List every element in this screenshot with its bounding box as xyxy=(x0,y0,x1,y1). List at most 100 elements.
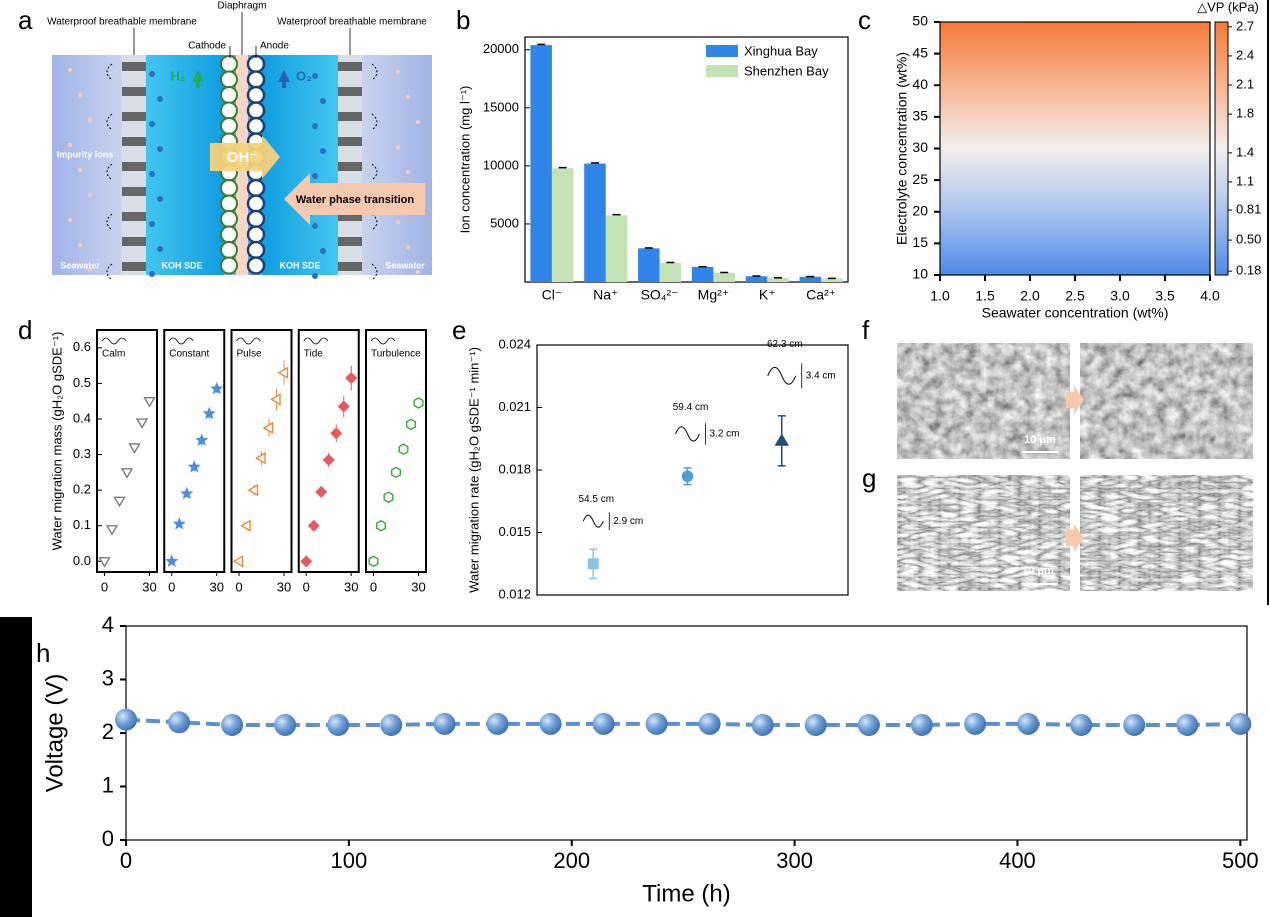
x-tick-label: 100 xyxy=(331,848,368,873)
marker xyxy=(98,557,111,568)
colorbar-tick-label: 2.7 xyxy=(1236,18,1254,33)
colorbar-tick-label: 1.1 xyxy=(1236,173,1254,188)
cathode-particle xyxy=(220,101,238,120)
data-point xyxy=(964,712,987,735)
sem-image xyxy=(1080,343,1253,459)
ion xyxy=(312,223,318,229)
x-tick-label: 3.0 xyxy=(1110,288,1130,304)
facet-title: Pulse xyxy=(237,349,262,360)
anode-particle xyxy=(246,101,266,120)
flow-arrow xyxy=(106,163,113,181)
facet-frame xyxy=(163,329,226,573)
impurity xyxy=(87,192,93,198)
marker xyxy=(105,525,119,536)
membrane-block xyxy=(338,112,362,121)
h2-arrow xyxy=(192,70,204,88)
impurity xyxy=(405,94,411,100)
y-axis-label: Water migration rate (gH₂O gSDE⁻¹ min⁻¹) xyxy=(466,347,481,593)
y-tick-label: 2 xyxy=(102,719,114,744)
diagram-label: Anode xyxy=(260,41,289,52)
impurity xyxy=(87,267,93,273)
facet-icon xyxy=(101,337,127,345)
arrow xyxy=(1066,524,1084,552)
marker xyxy=(315,485,328,498)
sem-image xyxy=(1080,475,1253,591)
wave-icon xyxy=(767,366,797,385)
y-tick-label: 35 xyxy=(912,108,928,124)
x-tick-label: 30 xyxy=(210,579,224,594)
anode-particle xyxy=(246,209,266,229)
anode-particle xyxy=(246,256,266,275)
wave-icon xyxy=(582,514,604,528)
diagram-label: Cathode xyxy=(188,41,226,52)
data-point xyxy=(910,713,933,736)
x-tick-label: 0 xyxy=(370,579,377,594)
membrane-block xyxy=(122,262,146,271)
oh-arrow xyxy=(210,135,280,179)
ion xyxy=(320,148,326,154)
y-axis-label: Water migration mass (gH₂O gSDE⁻¹) xyxy=(49,332,64,551)
marker xyxy=(587,558,599,570)
x-tick-label: Ca²⁺ xyxy=(806,287,836,303)
bar xyxy=(713,272,735,282)
plot-frame xyxy=(524,36,849,283)
marker xyxy=(307,519,320,532)
marker xyxy=(210,381,224,395)
scale-bar-label: 10 μm xyxy=(1024,434,1056,446)
y-tick-label: 50 xyxy=(912,13,928,29)
marker xyxy=(113,496,126,508)
x-tick-label: 2.0 xyxy=(1020,288,1040,304)
y-tick-label: 0.4 xyxy=(73,410,91,425)
impurity xyxy=(67,67,73,73)
wave-icon xyxy=(675,426,700,442)
marker xyxy=(774,433,789,446)
flow-arrow xyxy=(106,213,113,231)
ion xyxy=(149,171,155,177)
koh-region xyxy=(262,55,338,275)
annotation: 59.4 cm xyxy=(673,402,709,413)
colorbar-label: △VP (kPa) xyxy=(1197,0,1259,14)
colorbar-tick-label: 0.81 xyxy=(1236,201,1261,216)
impurity xyxy=(67,142,73,148)
bar xyxy=(691,266,714,282)
ion xyxy=(312,173,318,179)
membrane-block xyxy=(338,137,362,146)
y-tick-label: 20000 xyxy=(483,41,519,56)
impurity xyxy=(395,219,401,225)
data-point xyxy=(592,712,615,735)
membrane-block xyxy=(338,212,362,221)
scale-bar-label: 10 μm xyxy=(1022,565,1054,577)
marker xyxy=(405,418,417,431)
sem-images: 10 μm 10 μm xyxy=(897,343,1253,591)
y-tick-label: 20 xyxy=(912,202,928,218)
cathode-particle xyxy=(220,117,238,135)
marker xyxy=(135,418,149,429)
diagram-label: Water phase transition xyxy=(296,194,414,206)
data-point xyxy=(1176,713,1199,736)
y-tick-label: 0.3 xyxy=(73,446,91,461)
flow-arrow xyxy=(371,213,378,231)
y-tick-label: 4 xyxy=(102,612,114,637)
impurity xyxy=(77,242,83,248)
bar xyxy=(745,276,768,282)
marker xyxy=(345,372,358,385)
panel-label: h xyxy=(36,638,50,668)
marker xyxy=(398,443,409,456)
diagram-label: KOH SDE xyxy=(161,260,202,270)
y-tick-label: 25 xyxy=(912,171,928,187)
marker xyxy=(180,486,194,500)
colorbar-tick-label: 2.1 xyxy=(1236,76,1254,91)
annotation: 2.9 cm xyxy=(613,516,643,527)
cathode-particle xyxy=(220,194,238,213)
x-tick-label: 500 xyxy=(1222,848,1259,873)
diagram-label: Diaphragm xyxy=(218,1,267,12)
legend-swatch xyxy=(706,65,738,77)
data-point xyxy=(433,712,456,735)
membrane-block xyxy=(122,137,146,146)
marker xyxy=(383,491,394,504)
marker xyxy=(187,460,201,473)
x-tick-label: Na⁺ xyxy=(593,287,618,303)
data-point xyxy=(1229,712,1252,735)
colorbar-tick-label: 2.4 xyxy=(1236,47,1254,62)
